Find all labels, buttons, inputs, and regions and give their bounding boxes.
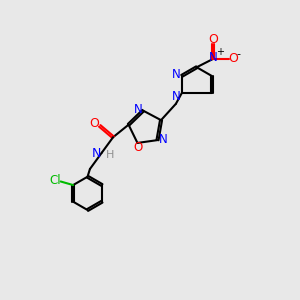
Text: O: O bbox=[90, 117, 100, 130]
Text: N: N bbox=[92, 147, 101, 160]
Text: N: N bbox=[172, 90, 181, 103]
Text: O: O bbox=[229, 52, 238, 65]
Text: Cl: Cl bbox=[49, 174, 61, 187]
Text: N: N bbox=[172, 68, 180, 81]
Text: O: O bbox=[208, 32, 218, 46]
Text: +: + bbox=[216, 47, 224, 57]
Text: N: N bbox=[134, 103, 142, 116]
Text: -: - bbox=[237, 50, 241, 59]
Text: N: N bbox=[209, 51, 218, 64]
Text: N: N bbox=[158, 133, 167, 146]
Text: O: O bbox=[134, 142, 143, 154]
Text: H: H bbox=[106, 150, 114, 160]
